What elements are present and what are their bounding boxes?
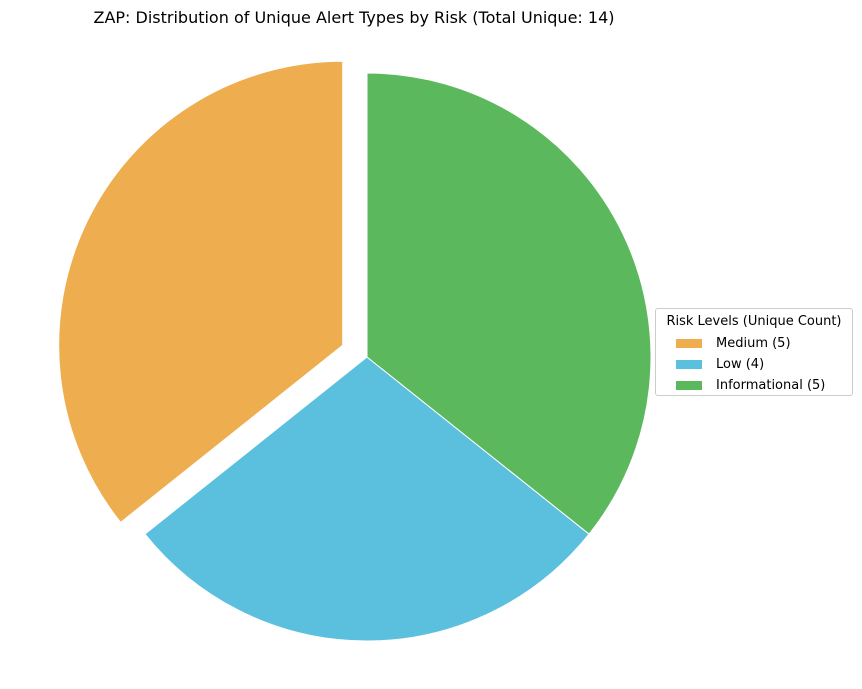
legend-item-medium: Medium (5) <box>676 335 791 351</box>
legend-title: Risk Levels (Unique Count) <box>666 314 842 329</box>
legend: Risk Levels (Unique Count) Medium (5) Lo… <box>655 308 853 396</box>
pie-slice-medium <box>58 60 344 524</box>
legend-item-low: Low (4) <box>676 356 764 372</box>
legend-label-medium: Medium (5) <box>716 335 791 351</box>
legend-swatch-low <box>676 359 702 369</box>
legend-item-informational: Informational (5) <box>676 377 825 393</box>
legend-swatch-informational <box>676 380 702 390</box>
legend-label-informational: Informational (5) <box>716 377 826 393</box>
pie-slice-low <box>144 356 590 642</box>
chart-title: ZAP: Distribution of Unique Alert Types … <box>93 8 615 27</box>
legend-swatch-medium <box>676 338 702 348</box>
pie-slice-informational <box>366 72 652 535</box>
legend-label-low: Low (4) <box>716 356 765 372</box>
